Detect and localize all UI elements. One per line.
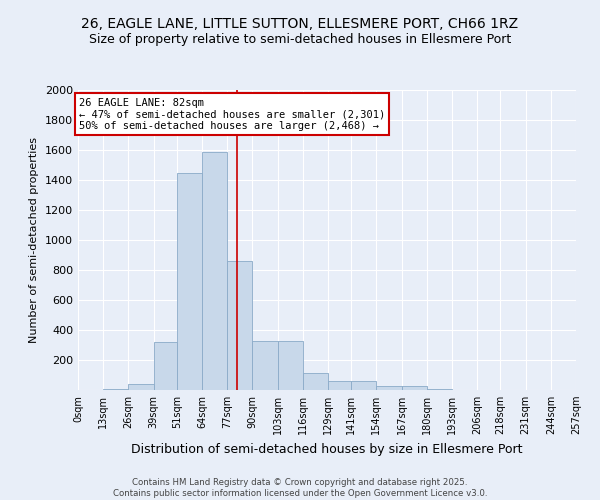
Bar [128,384,154,390]
Bar [328,381,351,390]
Text: 26, EAGLE LANE, LITTLE SUTTON, ELLESMERE PORT, CH66 1RZ: 26, EAGLE LANE, LITTLE SUTTON, ELLESMERE… [82,18,518,32]
Bar [401,386,427,390]
Bar [103,388,128,390]
Text: Contains HM Land Registry data © Crown copyright and database right 2025.
Contai: Contains HM Land Registry data © Crown c… [113,478,487,498]
Y-axis label: Number of semi-detached properties: Number of semi-detached properties [29,137,40,343]
X-axis label: Distribution of semi-detached houses by size in Ellesmere Port: Distribution of semi-detached houses by … [131,442,523,456]
Bar [278,340,303,390]
Bar [376,386,401,390]
Bar [351,381,376,390]
Bar [202,152,227,390]
Bar [427,388,452,390]
Bar [253,340,278,390]
Bar [154,342,177,390]
Bar [227,261,253,390]
Bar [177,172,202,390]
Text: 26 EAGLE LANE: 82sqm
← 47% of semi-detached houses are smaller (2,301)
50% of se: 26 EAGLE LANE: 82sqm ← 47% of semi-detac… [79,98,385,130]
Bar [303,373,328,390]
Text: Size of property relative to semi-detached houses in Ellesmere Port: Size of property relative to semi-detach… [89,32,511,46]
